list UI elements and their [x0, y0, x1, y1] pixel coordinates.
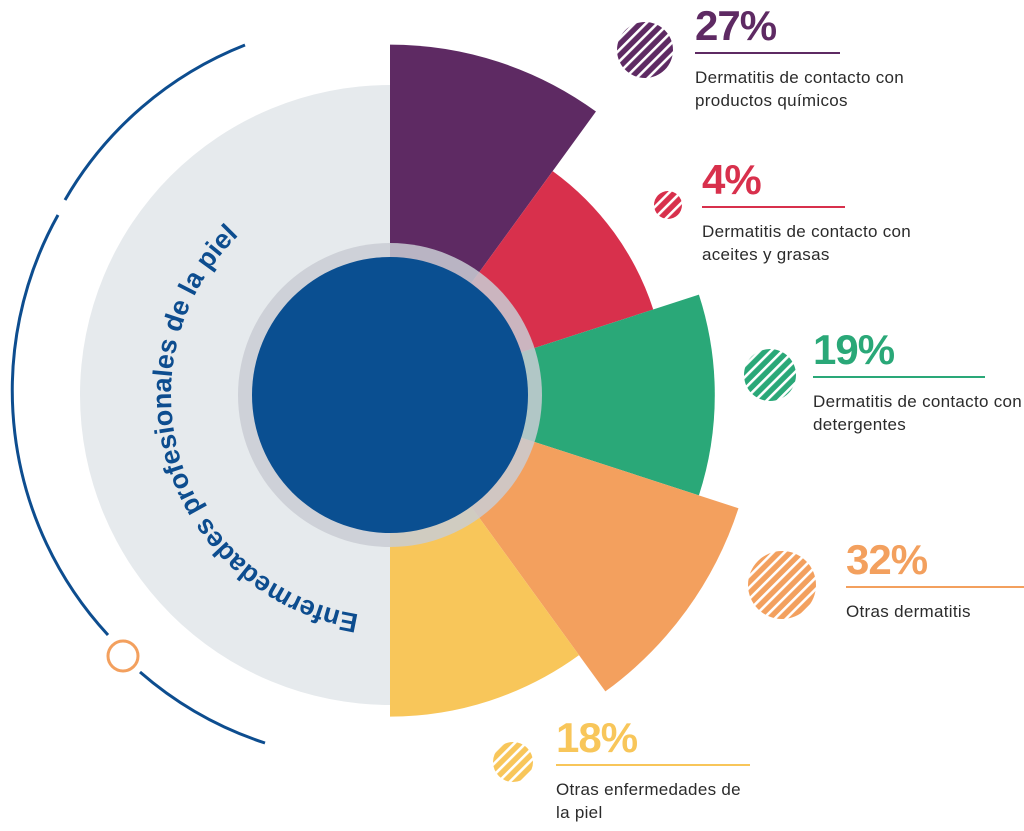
legend-label: Dermatitis de contacto con productos quí…: [695, 68, 905, 110]
legend-label: Dermatitis de contacto con aceites y gra…: [702, 222, 912, 264]
decor-arc: [10, 214, 110, 637]
legend-percent: 32%: [846, 536, 928, 583]
decor-arc: [63, 43, 246, 201]
legend-rule: [813, 376, 985, 378]
center-circle: [252, 257, 528, 533]
legend-label: Otras dermatitis: [846, 602, 971, 621]
legend-swatch: [493, 742, 533, 782]
legend-label: Dermatitis de contacto con detergentes: [813, 392, 1023, 434]
legend-percent: 19%: [813, 326, 895, 373]
legend-swatch: [617, 22, 673, 78]
legend-rule: [695, 52, 840, 54]
sector: [390, 294, 715, 496]
legend-rule: [556, 764, 750, 766]
decor-circle: [106, 639, 140, 673]
legend-swatch: [748, 551, 816, 619]
legend-percent: 18%: [556, 714, 638, 761]
legend-percent: 4%: [702, 156, 762, 203]
legend-label: Otras enfermedades de la piel: [556, 780, 741, 822]
decor-arc: [139, 670, 266, 745]
legend-percent: 27%: [695, 2, 777, 49]
legend-swatch: [744, 349, 796, 401]
background-half-disk: [80, 85, 390, 705]
legend-rule: [702, 206, 845, 208]
legend-swatch: [654, 191, 682, 219]
legend-rule: [846, 586, 1024, 588]
